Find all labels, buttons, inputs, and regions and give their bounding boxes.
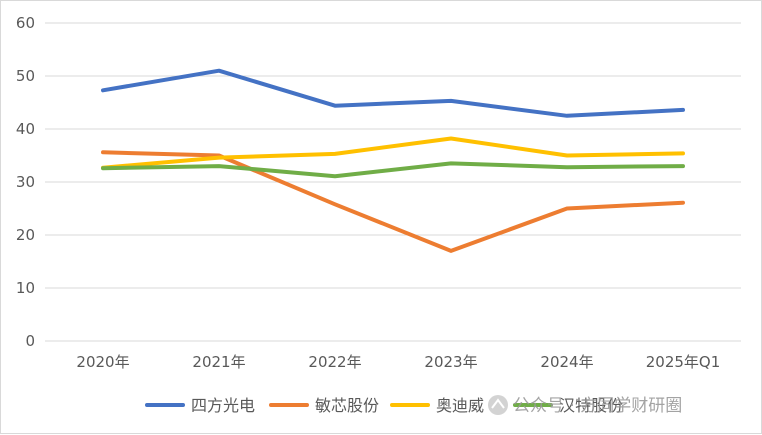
y-tick-label: 0 [25, 332, 35, 350]
gridlines [45, 23, 741, 341]
x-tick-label: 2021年 [192, 353, 245, 371]
legend-label: 四方光电 [191, 396, 255, 415]
legend-label: 奥迪威 [436, 396, 484, 415]
x-tick-label: 2023年 [424, 353, 477, 371]
series-lines [103, 71, 683, 251]
x-axis-ticks: 2020年 2021年 2022年 2023年 2024年 2025年Q1 [76, 353, 720, 371]
y-tick-label: 10 [16, 279, 35, 297]
series-line-1 [103, 71, 683, 116]
x-tick-label: 2020年 [76, 353, 129, 371]
y-tick-label: 30 [16, 173, 35, 191]
series-line-4 [103, 163, 683, 176]
watermark: 公众号 · 方同学财研圈 [488, 395, 682, 416]
y-tick-label: 50 [16, 67, 35, 85]
y-tick-label: 60 [16, 14, 35, 32]
x-tick-label: 2024年 [540, 353, 593, 371]
y-tick-label: 40 [16, 120, 35, 138]
x-tick-label: 2025年Q1 [646, 353, 721, 371]
x-tick-label: 2022年 [308, 353, 361, 371]
y-tick-label: 20 [16, 226, 35, 244]
legend-label: 敏芯股份 [315, 396, 379, 415]
y-axis-ticks: 0 10 20 30 40 50 60 [16, 14, 35, 350]
watermark-text: 公众号 · 方同学财研圈 [513, 396, 682, 416]
watermark-logo-icon [488, 395, 508, 415]
